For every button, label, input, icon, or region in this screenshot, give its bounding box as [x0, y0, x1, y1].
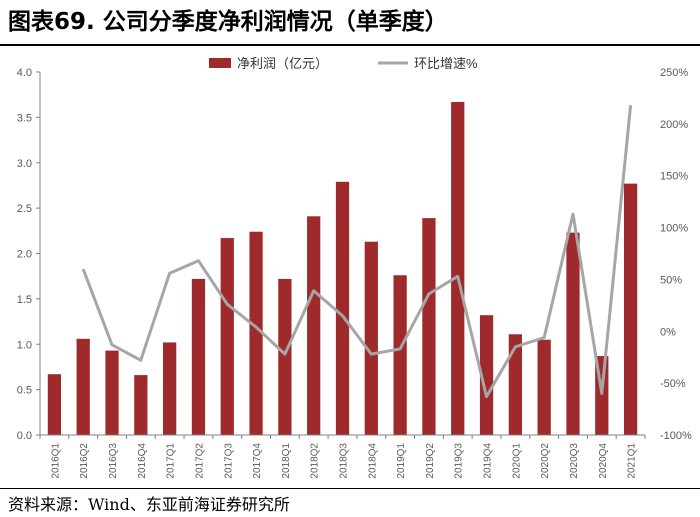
bar	[623, 183, 638, 435]
bar	[307, 216, 321, 435]
source-divider	[0, 488, 700, 489]
source-note: 资料来源：Wind、东亚前海证券研究所	[8, 495, 290, 514]
page-title: 图表69. 公司分季度净利润情况（单季度）	[8, 9, 448, 35]
x-axis-tick-label: 2019Q1	[396, 443, 407, 479]
x-axis-tick-label: 2020Q3	[569, 443, 580, 479]
bar	[105, 350, 119, 435]
x-axis-tick-label: 2019Q2	[425, 443, 436, 479]
x-axis-tick-label: 2018Q2	[310, 443, 321, 479]
right-axis-tick-label: 250%	[660, 67, 688, 79]
bar	[537, 339, 551, 435]
x-axis-tick-label: 2018Q1	[281, 443, 292, 479]
bar	[508, 334, 522, 435]
bar	[163, 342, 177, 435]
right-axis-tick-label: -100%	[660, 430, 692, 442]
x-axis-tick-label: 2019Q4	[483, 443, 494, 479]
bar	[191, 278, 206, 435]
line-series	[81, 105, 633, 399]
right-axis-tick-label: 50%	[660, 274, 682, 286]
x-axis-tick-label: 2021Q1	[627, 443, 638, 479]
bar	[76, 338, 90, 435]
legend-bar-swatch	[209, 58, 231, 68]
legend-line-label: 环比增速%	[414, 56, 478, 71]
right-axis-tick-label: 100%	[660, 223, 688, 235]
left-axis-tick-label: 3.5	[17, 112, 32, 124]
bar	[479, 315, 494, 435]
right-axis: -100% -50% 0% 50% 100% 150% 200% 250%	[660, 67, 692, 442]
bar	[220, 238, 234, 435]
left-axis-tick-label: 1.0	[17, 339, 32, 351]
x-axis-tick-label: 2016Q1	[50, 443, 61, 479]
x-axis-tick-label: 2019Q3	[454, 443, 465, 479]
bar	[134, 375, 148, 435]
x-axis-tick-label: 2018Q3	[339, 443, 350, 479]
x-axis-tick-label: 2016Q3	[108, 443, 119, 479]
x-axis-tick-label: 2016Q2	[79, 443, 90, 479]
bar	[335, 181, 350, 435]
left-axis-tick-label: 0.0	[17, 430, 32, 442]
x-axis-tick-label: 2017Q4	[252, 443, 263, 479]
bar	[278, 278, 292, 435]
bar	[422, 218, 436, 435]
left-axis-tick-label: 0.5	[17, 385, 32, 397]
x-axis-tick-label: 2017Q2	[194, 443, 205, 479]
legend-bar-label: 净利润（亿元）	[237, 56, 328, 71]
x-axis-tick-label: 2018Q4	[367, 443, 378, 479]
right-axis-tick-label: 150%	[660, 171, 688, 183]
bar	[451, 101, 465, 435]
left-axis-tick-label: 2.0	[17, 249, 32, 261]
left-axis-tick-label: 4.0	[17, 67, 32, 79]
legend: 净利润（亿元） 环比增速%	[209, 56, 478, 71]
left-axis-tick-label: 3.0	[17, 158, 32, 170]
x-axis-tick-label: 2016Q4	[137, 443, 148, 479]
left-axis-tick-label: 2.5	[17, 203, 32, 215]
bar	[249, 231, 263, 435]
bar	[393, 275, 407, 435]
x-axis: 2016Q1 2016Q2 2016Q3 2016Q4 2017Q1 2017Q2 2017…	[39, 434, 646, 479]
x-axis-tick-label: 2017Q1	[166, 443, 177, 479]
bar	[364, 241, 378, 435]
bar-series	[47, 101, 638, 435]
right-axis-tick-label: 200%	[660, 119, 688, 131]
x-axis-tick-label: 2020Q2	[540, 443, 551, 479]
left-axis: 0.0 0.5 1.0 1.5 2.0 2.5 3.0 3.5 4.0	[17, 67, 41, 442]
bar	[47, 374, 62, 435]
x-axis-tick-label: 2017Q3	[223, 443, 234, 479]
bar	[566, 232, 580, 435]
x-axis-tick-label: 2020Q1	[511, 443, 522, 479]
growth-line	[81, 105, 633, 399]
left-axis-tick-label: 1.5	[17, 294, 32, 306]
right-axis-tick-label: 0%	[660, 326, 676, 338]
right-axis-tick-label: -50%	[660, 378, 686, 390]
title-divider	[0, 44, 700, 46]
x-axis-tick-label: 2020Q4	[598, 443, 609, 479]
